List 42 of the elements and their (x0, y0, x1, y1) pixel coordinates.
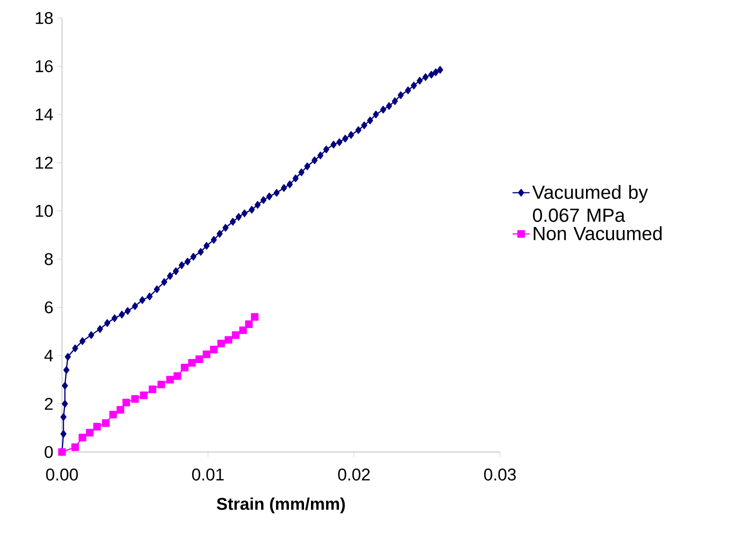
y-tick-label: 4 (44, 350, 53, 362)
x-tick-label: 0.00 (46, 468, 78, 481)
point (78, 434, 86, 442)
x-tick-label: 0.03 (484, 468, 516, 481)
point (250, 313, 259, 321)
y-tick-label: 8 (44, 253, 53, 266)
point (131, 395, 139, 403)
legend-label: Vacuumed by 0.067 MPa (532, 185, 648, 222)
point (239, 326, 247, 334)
legend-label: Non Vacuumed (534, 226, 662, 240)
point (157, 380, 166, 388)
y-tick-label: 2 (44, 398, 53, 410)
point (174, 372, 182, 380)
point (166, 376, 174, 384)
point (109, 410, 117, 418)
x-tick-label: 0.02 (338, 468, 370, 481)
y-tick-label: 14 (36, 108, 53, 120)
point (217, 340, 225, 348)
y-tick-label: 6 (44, 301, 53, 314)
y-tick-label: 12 (36, 156, 53, 169)
point (245, 320, 253, 328)
point (93, 422, 101, 430)
y-tick-label: 18 (36, 12, 53, 24)
point (180, 364, 188, 372)
y-tick-label: 10 (36, 204, 53, 217)
point (210, 346, 218, 354)
point (116, 406, 124, 414)
x-tick-label: 0.01 (192, 468, 224, 481)
point (71, 443, 79, 451)
point (86, 428, 94, 437)
x-axis-title: Strain (mm/mm) (216, 497, 345, 514)
point (102, 419, 110, 427)
point (224, 336, 232, 344)
y-tick-label: 0 (44, 446, 53, 458)
point (188, 358, 196, 367)
point (148, 386, 156, 394)
point (140, 392, 148, 400)
point (122, 398, 130, 406)
point (202, 350, 210, 358)
point (195, 355, 204, 363)
point (232, 331, 240, 339)
y-tick-label: 16 (36, 60, 53, 72)
